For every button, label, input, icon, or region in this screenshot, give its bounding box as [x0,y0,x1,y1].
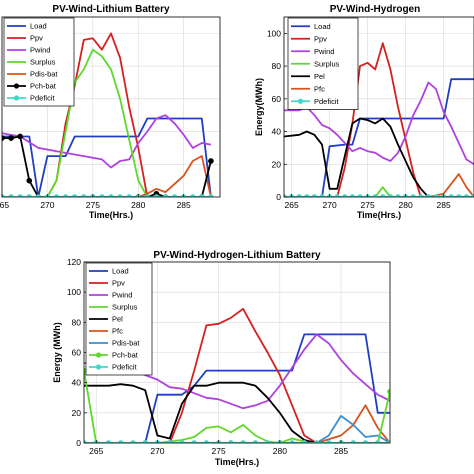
chart-3-title: PV-Wind-Hydrogen-Lithium Battery [153,250,321,261]
chart-3-legend-label-ppv: Ppv [112,279,125,288]
chart-1-series-surplus [46,48,211,197]
chart-3-legend-label-load: Load [112,267,129,276]
chart-1-xtick-label: 270 [40,200,54,210]
chart-2-legend-label-pwind: Pwind [314,47,334,56]
chart-2-legend: Load Ppv Pwind Surplus Pel Pfc Pdeficit [287,17,359,110]
chart-1-legend-label-ppv: Ppv [30,34,43,43]
chart-3-xtick-label: 285 [334,446,348,456]
chart-3-legend-marker-pdeficit [95,364,102,370]
chart-1-series-group [2,32,214,197]
chart-3-xtick-label: 265 [89,446,103,456]
chart-3-ytick-label: 80 [72,317,82,327]
chart-1: 265 270 275 280 285 PV-Wind-Lithium Battery Ti… [0,4,221,220]
chart-1-xtick-label: 280 [131,200,145,210]
chart-3-legend-label-surplus: Surplus [112,303,138,312]
chart-2-legend-label-load: Load [314,22,331,31]
chart-2-ylabel: Energy(MWh) [254,78,264,136]
chart-2-legend-label-pdeficit: Pdeficit [314,97,340,106]
chart-2: 265 270 275 280 285 0 20 40 60 80 100 PV-Wind-Hydro… [254,4,474,220]
chart-2-xtick-label: 270 [323,200,337,210]
chart-3-legend: Load Ppv Pwind Surplus Pel Pfc Pdis-bat Pch-bat… [85,262,153,376]
chart-3-ylabel: Energy (MWh) [52,322,62,383]
chart-3-legend-label-pel: Pel [112,315,123,324]
chart-1-xtick-label: 275 [86,200,100,210]
chart-3-xtick-label: 280 [273,446,287,456]
chart-3-xlabel: Time(Hrs.) [215,457,259,467]
chart-2-legend-marker-pdeficit [297,98,304,104]
chart-1-title: PV-Wind-Lithium Battery [52,4,170,15]
chart-2-ytick-label: 0 [276,192,281,202]
chart-1-legend-label-load: Load [30,22,47,31]
chart-3-ytick-label: 40 [72,378,82,388]
chart-3-legend-label-pwind: Pwind [112,291,132,300]
chart-1-xtick-label: 265 [0,200,9,210]
chart-3-series-surplus [84,423,390,443]
chart-1-point-pch-bat [208,158,214,164]
chart-3-legend-label-pfc: Pfc [112,327,123,336]
chart-1-series-ppv [46,32,211,197]
chart-3-legend-marker-pch-bat [95,352,102,358]
chart-1-xtick-label: 285 [177,200,191,210]
chart-3: 265 270 275 280 285 0 20 40 60 80 100 120 PV-Wind-Hy… [52,250,391,467]
chart-3-ytick-label: 120 [67,257,81,267]
chart-2-legend-label-ppv: Ppv [314,34,327,43]
chart-1-xlabel: Time(Hrs.) [89,210,133,220]
chart-2-series-load [284,78,474,197]
chart-1-legend-label-pdeficit: Pdeficit [30,94,56,103]
chart-3-xtick-label: 270 [150,446,164,456]
chart-1-series-pdis-bat [137,155,212,197]
chart-2-xtick-label: 280 [399,200,413,210]
chart-1-legend-label-pch-bat: Pch-bat [30,82,57,91]
chart-2-xtick-label: 285 [437,200,451,210]
chart-1-legend-label-surplus: Surplus [30,58,56,67]
chart-2-series-ppv [284,42,474,197]
chart-1-point-pch-bat [26,177,33,184]
chart-3-xtick-label: 275 [212,446,226,456]
chart-1-axes-frame [1,16,221,198]
chart-2-series-group [284,42,474,197]
chart-3-ytick-label: 100 [67,287,81,297]
chart-2-series-surplus [284,186,474,197]
chart-2-series-pel [284,117,474,197]
chart-1-legend-marker-pch-bat [13,83,20,89]
chart-1-point-pch-bat [17,133,24,140]
chart-2-series-pfc [284,173,474,197]
chart-1-legend-label-pwind: Pwind [30,46,50,55]
chart-1-legend-label-pdis-bat: Pdis-bat [30,70,58,79]
chart-2-legend-label-pfc: Pfc [314,84,325,93]
chart-2-series-pwind [284,81,474,166]
chart-3-legend-label-pdeficit: Pdeficit [112,363,138,372]
chart-2-ytick-label: 100 [267,28,281,38]
chart-3-ytick-label: 60 [72,348,82,358]
chart-2-axes-frame [283,16,474,198]
chart-1-legend: Load Ppv Pwind Surplus Pdis-bat Pch-bat Pdefic… [3,17,75,107]
chart-3-ytick-label: 0 [76,438,81,448]
chart-3-ytick-label: 20 [72,408,82,418]
chart-1-point-pch-bat [8,135,14,141]
chart-1-point-pch-bat [2,135,5,141]
chart-1-series-pwind [2,114,212,169]
chart-1-legend-marker-pdeficit [13,95,20,101]
chart-2-xlabel: Time(Hrs.) [357,210,401,220]
chart-2-title: PV-Wind-Hydrogen [330,4,420,15]
chart-3-legend-label-pch-bat: Pch-bat [112,351,139,360]
chart-2-legend-label-surplus: Surplus [314,59,340,68]
chart-2-xtick-label: 275 [361,200,375,210]
chart-2-ytick-label: 20 [272,159,282,169]
chart-3-series-pel [84,381,390,443]
chart-2-ytick-label: 60 [272,94,282,104]
chart-1-series-pch-bat [2,135,212,197]
chart-2-legend-label-pel: Pel [314,72,325,81]
chart-2-ytick-label: 40 [272,127,282,137]
chart-1-series-load [2,117,212,197]
chart-3-legend-label-pdis-bat: Pdis-bat [112,339,140,348]
chart-2-xtick-label: 265 [285,200,299,210]
chart-2-ytick-label: 80 [272,61,282,71]
chart-3-series-load [84,333,390,443]
